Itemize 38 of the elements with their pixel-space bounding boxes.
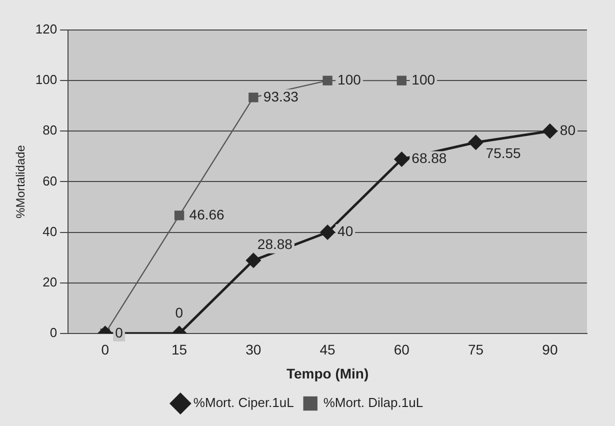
data-label: 75.55: [486, 145, 522, 162]
y-tick-label: 40: [42, 224, 58, 239]
point: [394, 152, 409, 166]
x-tick-label: 45: [320, 342, 336, 358]
y-tick-label: 60: [42, 173, 58, 188]
data-label: 100: [412, 71, 436, 88]
point: [246, 253, 261, 268]
x-tick-label: 90: [542, 342, 558, 358]
data-label: 0: [115, 324, 124, 340]
point: [322, 76, 332, 86]
x-tick-label: 30: [246, 342, 262, 358]
y-axis-title: %Mortalidade: [14, 144, 28, 218]
y-tick-label: 0: [50, 324, 58, 340]
y-tick-label: 120: [35, 22, 58, 37]
data-label: 0: [175, 304, 184, 320]
y-tick-label: 80: [42, 122, 58, 138]
data-label: 80: [560, 122, 576, 138]
x-tick-label: 60: [394, 342, 410, 358]
data-label: 40: [338, 223, 354, 240]
data-label: 100: [338, 71, 362, 88]
data-label: 93.33: [263, 88, 299, 104]
point: [468, 135, 484, 150]
legend-label: %Mort. Ciper.1uL: [193, 395, 294, 410]
point: [320, 225, 335, 240]
y-tick-label: 100: [35, 72, 58, 88]
data-label: 68.88: [412, 150, 447, 166]
x-tick-label: 0: [101, 342, 110, 358]
point: [248, 92, 258, 102]
x-axis-title: Tempo (Min): [286, 365, 369, 382]
point: [396, 76, 407, 86]
x-tick-label: 15: [171, 342, 188, 358]
point: [542, 124, 558, 138]
legend-label: %Mort. Dilap.1uL: [323, 395, 424, 410]
data-label: 28.88: [257, 236, 293, 252]
y-tick-label: 20: [42, 274, 58, 290]
x-tick-label: 75: [468, 342, 484, 358]
data-label: 46.66: [189, 206, 225, 222]
point: [174, 210, 184, 220]
